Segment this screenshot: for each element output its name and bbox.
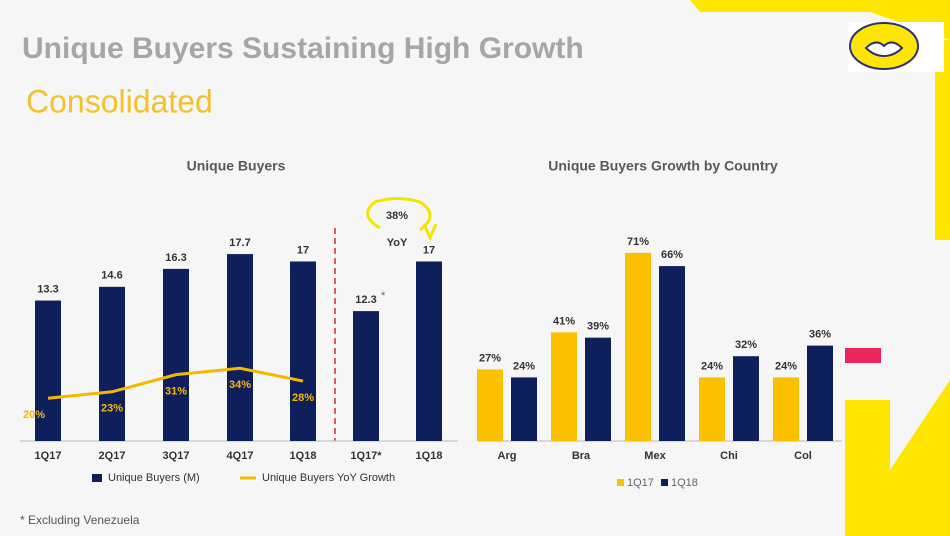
value-label: 34%	[229, 379, 251, 391]
x-tick-label: 3Q17	[163, 450, 190, 462]
value-label: 20%	[23, 409, 45, 421]
annotation: YoY	[387, 237, 408, 249]
yoy-arrow	[366, 197, 432, 232]
value-label: 23%	[101, 403, 123, 415]
value-label: 12.3	[355, 294, 376, 306]
value-label: 16.3	[165, 252, 186, 264]
bar	[353, 311, 379, 441]
x-tick-label: 1Q18	[416, 450, 443, 462]
chart-title: Unique Buyers Growth by Country	[548, 158, 778, 174]
legend-swatch	[617, 479, 624, 486]
bar	[511, 377, 537, 441]
value-label: 17	[297, 244, 309, 256]
value-label: 17.7	[229, 237, 250, 249]
bar	[227, 254, 253, 441]
x-tick-label: Col	[794, 450, 812, 462]
bar	[699, 377, 725, 441]
legend-label: Unique Buyers (M)	[108, 472, 200, 484]
slide-subtitle: Consolidated	[26, 83, 213, 119]
value-label: 28%	[292, 392, 314, 404]
value-label: 32%	[735, 339, 757, 351]
bar	[807, 345, 833, 441]
bar	[733, 356, 759, 441]
legend-label: 1Q18	[671, 477, 698, 489]
bar	[551, 332, 577, 441]
value-label: 41%	[553, 315, 575, 327]
value-label: 36%	[809, 329, 831, 341]
annotation: *	[381, 290, 386, 302]
value-label: 24%	[513, 360, 535, 372]
value-label: 66%	[661, 249, 683, 261]
x-tick-label: 4Q17	[227, 450, 254, 462]
x-tick-label: Mex	[644, 450, 666, 462]
bar	[773, 377, 799, 441]
x-tick-label: 1Q17	[35, 450, 62, 462]
decor-pink	[845, 348, 881, 363]
annotation: 38%	[386, 210, 408, 222]
value-label: 17	[423, 244, 435, 256]
bar	[416, 261, 442, 441]
bar	[290, 261, 316, 441]
bar	[585, 337, 611, 441]
value-label: 27%	[479, 352, 501, 364]
decor-stripe	[690, 0, 950, 40]
value-label: 71%	[627, 236, 649, 248]
value-label: 31%	[165, 386, 187, 398]
chart-title: Unique Buyers	[187, 158, 286, 174]
legend-label: Unique Buyers YoY Growth	[262, 472, 395, 484]
value-label: 24%	[775, 360, 797, 372]
bar	[625, 252, 651, 441]
bar	[163, 268, 189, 441]
value-label: 39%	[587, 321, 609, 333]
legend-label: 1Q17	[627, 477, 654, 489]
decor-check	[845, 380, 950, 536]
value-label: 13.3	[37, 283, 58, 295]
x-tick-label: Bra	[572, 450, 591, 462]
line	[47, 366, 304, 400]
bar	[35, 300, 61, 441]
logo-hands	[864, 41, 904, 58]
bar	[659, 266, 685, 441]
x-tick-label: Chi	[720, 450, 738, 462]
legend-swatch	[661, 479, 668, 486]
legend-swatch	[92, 474, 102, 482]
slide-title: Unique Buyers Sustaining High Growth	[22, 32, 584, 65]
value-label: 14.6	[101, 270, 122, 282]
x-tick-label: 2Q17	[99, 450, 126, 462]
footnote: * Excluding Venezuela	[20, 513, 140, 527]
value-label: 24%	[701, 360, 723, 372]
yoy-arrowhead	[422, 223, 438, 242]
bar	[477, 369, 503, 441]
x-tick-label: 1Q18	[290, 450, 317, 462]
decor-stripe	[935, 40, 950, 240]
bar	[99, 286, 125, 441]
x-tick-label: 1Q17*	[350, 450, 382, 462]
x-tick-label: Arg	[498, 450, 517, 462]
